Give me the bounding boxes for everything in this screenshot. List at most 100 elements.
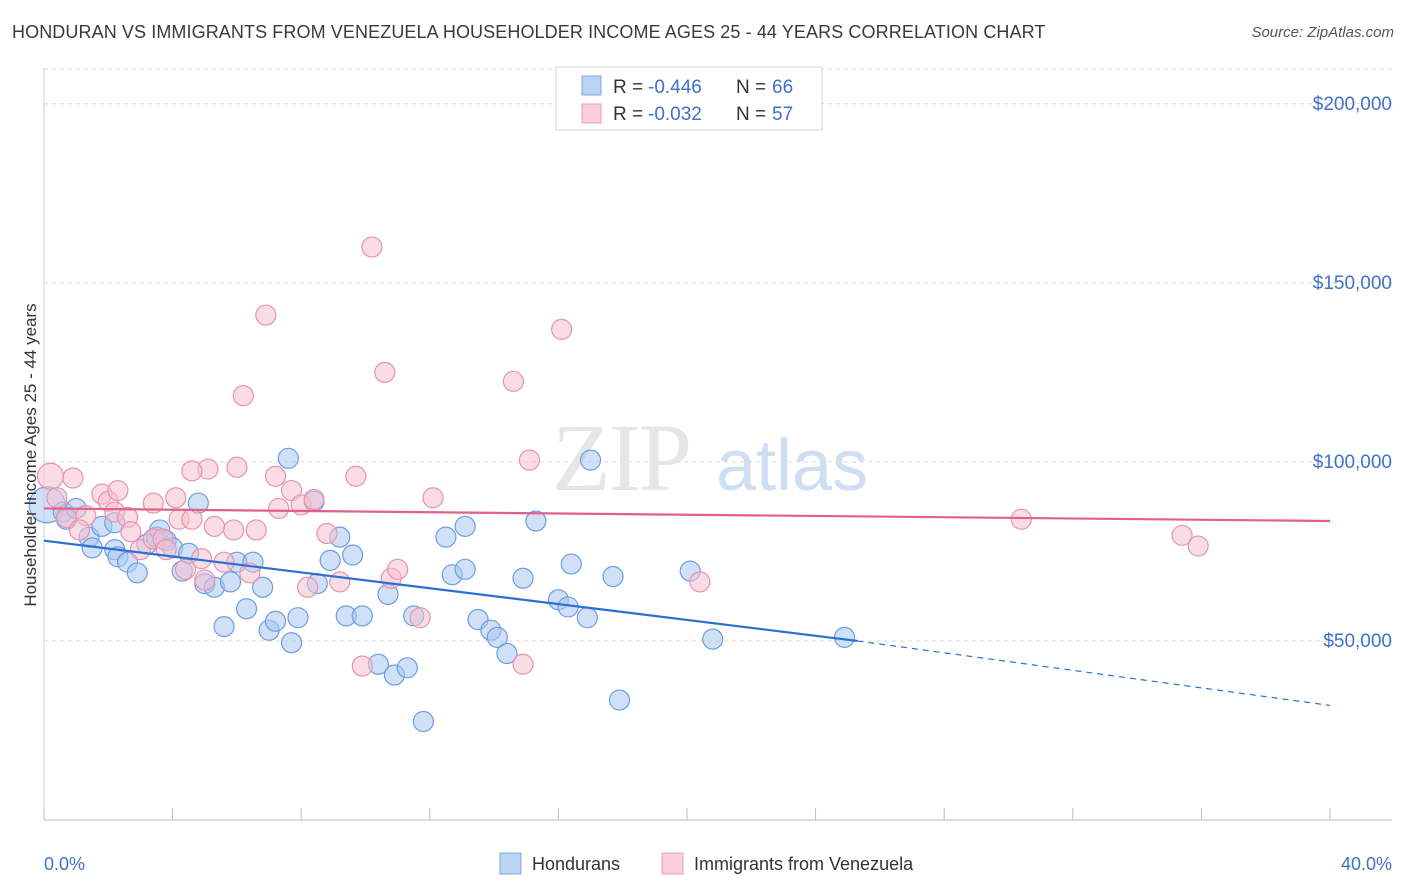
honduran-point [412, 710, 434, 733]
venezuela-point [194, 569, 216, 591]
venezuela-point [245, 519, 267, 541]
honduran-point [319, 549, 341, 571]
watermark-atlas: atlas [716, 426, 868, 506]
venezuela-point [203, 515, 225, 537]
honduran-point [833, 626, 856, 648]
legend-n-label-1: N = [736, 104, 766, 125]
venezuela-point [268, 497, 290, 520]
honduran-trend-line [43, 539, 858, 643]
ticks-layer: $50,000 $100,000 $150,000 $200,000 0.0% 40.0% [43, 94, 1392, 874]
legend-r-label-0: R = [613, 77, 643, 98]
venezuela-point [232, 385, 254, 407]
honduran-point [277, 447, 299, 469]
honduran-point [702, 628, 724, 650]
honduran-point [576, 607, 598, 629]
venezuela-point [68, 519, 90, 541]
chart-source: Source: ZipAtlas.com [1251, 24, 1394, 41]
honduran-point [525, 510, 547, 532]
honduran-point [351, 605, 373, 627]
venezuela-point [62, 467, 84, 489]
bottom-legend-swatch-venezuela [661, 852, 684, 875]
honduran-point [486, 626, 508, 648]
y-axis-label: Householder Income Ages 25 - 44 years [21, 303, 40, 606]
honduran-point [219, 571, 242, 593]
legend-swatch-venezuela [581, 103, 602, 124]
venezuela-point [551, 318, 573, 341]
honduran-point [560, 553, 582, 575]
bottom-legend-swatch-hondurans [499, 852, 522, 875]
venezuela-point [174, 558, 197, 580]
honduran-point [264, 610, 287, 632]
venezuela-point [36, 462, 65, 490]
honduran-point [213, 616, 235, 638]
venezuela-point [329, 571, 351, 593]
axis-layer [43, 68, 1392, 821]
y-tick-label: $150,000 [1313, 273, 1392, 294]
honduran-point [435, 526, 457, 548]
venezuela-point [181, 460, 203, 482]
legend-r-label-1: R = [613, 104, 643, 125]
trend-layer [43, 507, 1331, 707]
chart-title: HONDURAN VS IMMIGRANTS FROM VENEZUELA HO… [12, 22, 1046, 42]
venezuela-point [264, 465, 287, 487]
honduran-point [126, 562, 148, 584]
venezuela-point [1171, 524, 1193, 546]
bottom-legend: Hondurans Immigrants from Venezuela [499, 852, 914, 875]
legend-r-value-0: -0.446 [648, 77, 702, 98]
honduran-trend-extension [857, 640, 1331, 707]
bottom-legend-label-venezuela: Immigrants from Venezuela [694, 854, 914, 874]
y-tick-label: $50,000 [1323, 631, 1392, 652]
venezuela-point [223, 519, 245, 541]
legend-n-value-0: 66 [772, 77, 793, 98]
venezuela-point [142, 492, 164, 514]
venezuela-point [46, 487, 68, 509]
honduran-point [235, 598, 258, 620]
honduran-point [280, 632, 303, 654]
venezuela-point [374, 361, 396, 383]
venezuela-point [351, 655, 373, 677]
x-tick-label-min: 0.0% [44, 854, 85, 874]
honduran-point [512, 567, 534, 589]
venezuela-point [345, 465, 367, 487]
honduran-point [579, 449, 602, 471]
venezuela-point [255, 304, 277, 326]
venezuela-trend-line [43, 507, 1331, 523]
venezuela-point [316, 522, 338, 545]
venezuela-point [303, 488, 325, 511]
venezuela-point [120, 521, 142, 543]
honduran-point [608, 689, 631, 711]
honduran-point [496, 642, 518, 665]
venezuela-point [512, 653, 534, 675]
honduran-point [454, 558, 476, 580]
honduran-point [602, 565, 624, 588]
venezuela-point [239, 562, 261, 584]
venezuela-point [502, 370, 524, 392]
venezuela-point [107, 479, 129, 502]
legend-swatch-hondurans [581, 75, 602, 96]
bottom-legend-label-hondurans: Hondurans [532, 854, 620, 874]
honduran-point [287, 607, 309, 629]
honduran-point [252, 576, 274, 598]
top-legend: R = -0.446 N = 66 R = -0.032 N = 57 [555, 66, 823, 131]
honduran-point [396, 657, 418, 679]
points-layer [28, 236, 1209, 733]
venezuela-point [422, 487, 444, 509]
y-tick-label: $100,000 [1313, 452, 1392, 473]
venezuela-point [409, 607, 431, 629]
venezuela-point [361, 236, 383, 258]
venezuela-point [297, 576, 319, 598]
y-tick-label: $200,000 [1313, 94, 1392, 115]
honduran-point [342, 544, 364, 566]
venezuela-point [181, 508, 203, 530]
x-tick-label-max: 40.0% [1341, 854, 1392, 874]
watermark-zip: ZIP [552, 404, 690, 511]
venezuela-point [518, 449, 541, 471]
venezuela-point [689, 571, 711, 593]
honduran-point [454, 515, 476, 537]
venezuela-point [1010, 508, 1032, 530]
venezuela-point [165, 487, 187, 509]
venezuela-point [387, 558, 409, 580]
legend-n-label-0: N = [736, 77, 766, 98]
legend-r-value-1: -0.032 [648, 104, 702, 125]
